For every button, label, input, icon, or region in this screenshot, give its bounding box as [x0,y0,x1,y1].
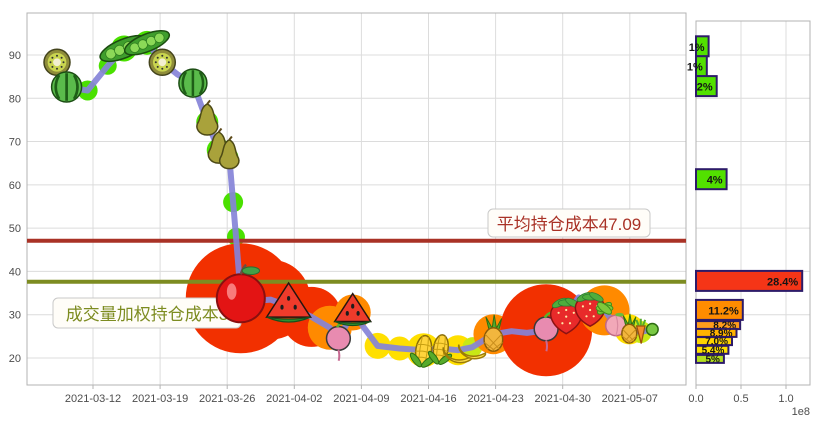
strawberry-marker-icon[interactable] [549,296,583,335]
apple-marker-icon[interactable] [215,263,266,324]
y-axis-tick: 30 [9,310,21,322]
volume-profile-bar-label: 5% [705,354,720,365]
volume-profile-bar-label: 4% [707,175,723,187]
vwap-cost-label: 成交量加权持仓成本3 [52,297,242,329]
volume-axis-tick: 1.0 [778,393,793,405]
main-plot-border [26,12,687,386]
vwap-cost-label-text: 成交量加权持仓成本3 [66,305,228,324]
volume-profile-bar-label: 1% [687,62,703,74]
avg-cost-label-text: 平均持仓成本47.09 [497,215,642,234]
banana-marker-icon[interactable] [442,347,473,364]
y-axis-tick: 20 [9,353,21,365]
kiwi-marker-icon[interactable] [148,48,177,77]
y-axis-tick: 50 [9,223,21,235]
pineapple-marker-icon[interactable] [621,313,638,344]
x-axis-date-tick: 2021-03-26 [199,393,255,405]
x-axis-date-tick: 2021-04-23 [467,393,523,405]
volume-profile-bar-label: 28.4% [767,276,798,288]
side-plot-border [695,20,811,386]
volume-profile-bar[interactable] [695,168,728,191]
volume-profile-bar-label: 8.9% [710,328,733,339]
fruit-markers [43,26,659,368]
volume-profile-bar-label: 5.4% [702,345,725,356]
carrotgreens-marker-icon[interactable] [595,300,614,316]
kiwi-marker-icon[interactable] [43,48,71,77]
x-axis-date-tick: 2021-04-30 [535,393,591,405]
volume-profile-bar-label: 2% [697,82,713,94]
y-axis-tick: 80 [9,93,21,105]
volume-profile-bar[interactable] [695,75,718,98]
x-axis-date-tick: 2021-04-09 [333,393,389,405]
banana-marker-icon[interactable] [457,344,487,360]
x-axis-date-tick: 2021-05-07 [602,393,658,405]
radish-marker-icon[interactable] [325,320,352,362]
peas-marker-icon[interactable] [122,26,173,60]
volume-profile-bar-label: 1% [689,42,705,54]
pear-marker-icon[interactable] [218,135,240,170]
y-axis-tick: 90 [9,50,21,62]
y-axis-tick: 40 [9,266,21,278]
volume-profile-bar[interactable] [695,353,725,364]
volume-profile-bar-label: 7.0% [705,337,728,348]
avg-cost-label: 平均持仓成本47.09 [487,208,651,238]
watermelon-marker-icon[interactable] [50,71,83,103]
volume-profile-bar[interactable] [695,298,744,321]
volume-axis-tick: 0.0 [688,393,703,405]
peach-marker-icon[interactable] [604,312,627,337]
volume-profile-bar-label: 11.2% [708,305,739,317]
x-axis-date-tick: 2021-04-02 [266,393,322,405]
pear-marker-icon[interactable] [196,99,219,136]
volume-axis-tick: 0.5 [733,393,748,405]
carrot-marker-icon[interactable] [635,318,647,344]
y-axis-tick: 60 [9,180,21,192]
volume-profile-bars: 1% 1% 2% 4% 28.4% 11.2% 8.2%8.9%7.0%5.4%5% [687,35,804,365]
volume-profile-bar[interactable] [695,269,804,292]
volume-profile-bar[interactable] [695,344,730,355]
x-axis-date-tick: 2021-03-19 [132,393,188,405]
y-axis-tick: 70 [9,137,21,149]
watermelon-marker-icon[interactable] [178,68,208,98]
axis-labels: 20 30 40 50 60 70 80 90 2021-03-12 2021-03-19 2021… [9,50,810,418]
melonslice-marker-icon[interactable] [265,281,312,323]
volume-scale-note: 1e8 [792,406,810,418]
x-axis-date-tick: 2021-04-16 [400,393,456,405]
volume-profile-bar-label: 8.2% [713,321,736,332]
x-axis-date-tick: 2021-03-12 [65,393,121,405]
grape-marker-icon[interactable] [645,322,659,336]
melonslice-marker-icon[interactable] [333,292,373,327]
pineapple-marker-icon[interactable] [483,314,504,352]
